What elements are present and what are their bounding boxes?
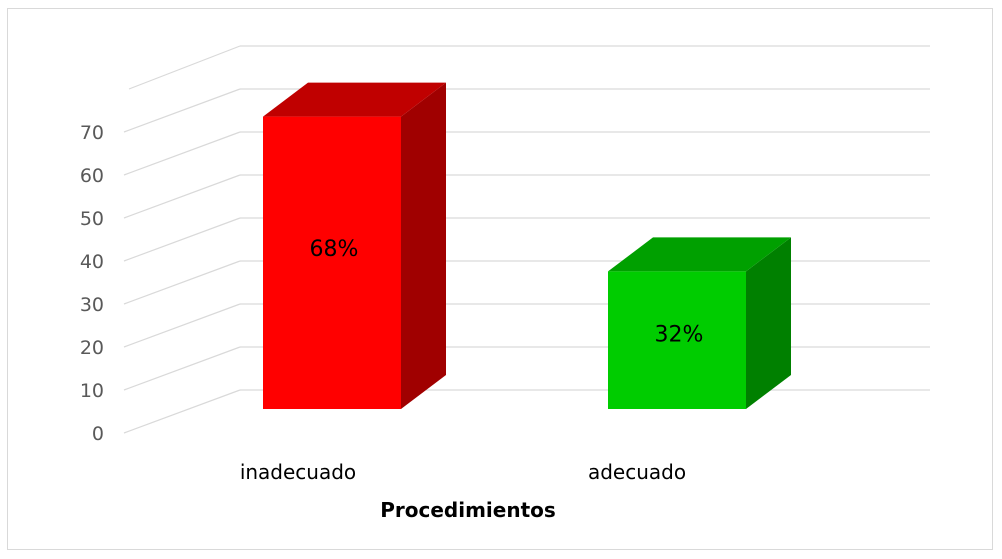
gridline-20 [123, 303, 930, 348]
bar-side-adecuado [746, 237, 791, 409]
gridline-50 [123, 174, 930, 219]
data-label-adecuado: 32% [655, 322, 704, 347]
gridline-10 [123, 346, 930, 391]
x-axis-title: Procedimientos [380, 498, 556, 522]
gridline-top [128, 45, 930, 90]
y-tick-label: 20 [80, 337, 104, 359]
x-axis-categories: inadecuado adecuado [240, 460, 686, 484]
gridline-30 [123, 260, 930, 305]
bar-top-adecuado [608, 237, 791, 272]
gridline-60 [123, 131, 930, 176]
bar-top-inadecuado [263, 82, 446, 117]
gridlines [123, 45, 930, 434]
bar-side-inadecuado [401, 82, 446, 409]
x-category-label: inadecuado [240, 460, 356, 484]
y-tick-label: 30 [80, 294, 104, 316]
bar-front-inadecuado [263, 116, 401, 409]
bar-inadecuado: 68% [263, 82, 446, 409]
y-tick-label: 10 [80, 380, 104, 402]
y-tick-label: 60 [80, 165, 104, 187]
y-tick-label: 40 [80, 251, 104, 273]
bar-adecuado: 32% [608, 237, 791, 409]
bar-front-adecuado [608, 271, 746, 409]
gridline-0 [123, 389, 930, 434]
y-tick-label: 0 [92, 423, 104, 445]
y-axis-ticks: 0 10 20 30 40 50 60 70 [80, 122, 104, 445]
gridline-40 [123, 217, 930, 262]
y-tick-label: 50 [80, 208, 104, 230]
data-label-inadecuado: 68% [310, 237, 359, 262]
y-tick-label: 70 [80, 122, 104, 144]
gridline-70 [123, 88, 930, 133]
chart-area [7, 8, 993, 550]
bars: 68% 32% [263, 82, 791, 409]
x-category-label: adecuado [588, 460, 686, 484]
